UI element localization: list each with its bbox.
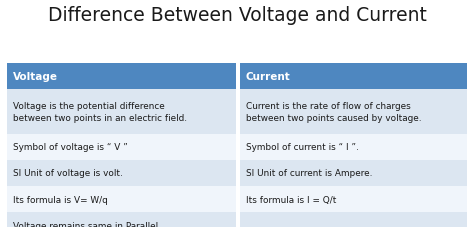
Text: Difference Between Voltage and Current: Difference Between Voltage and Current bbox=[47, 6, 427, 25]
Text: Current: Current bbox=[246, 72, 290, 81]
Text: Symbol of current is “ I ”.: Symbol of current is “ I ”. bbox=[246, 143, 358, 151]
Bar bbox=[7, 90, 236, 134]
Bar bbox=[240, 64, 467, 90]
Bar bbox=[240, 90, 467, 134]
Text: SI Unit of current is Ampere.: SI Unit of current is Ampere. bbox=[246, 169, 372, 178]
Bar bbox=[240, 186, 467, 212]
Bar bbox=[7, 160, 236, 186]
Text: Its formula is I = Q/t: Its formula is I = Q/t bbox=[246, 195, 336, 204]
Text: Symbol of voltage is “ V ”: Symbol of voltage is “ V ” bbox=[13, 143, 128, 151]
Text: SI Unit of voltage is volt.: SI Unit of voltage is volt. bbox=[13, 169, 123, 178]
Text: Voltage: Voltage bbox=[13, 72, 58, 81]
Bar bbox=[7, 186, 236, 212]
Text: Current is the rate of flow of charges
between two points caused by voltage.: Current is the rate of flow of charges b… bbox=[246, 102, 421, 122]
Bar bbox=[7, 134, 236, 160]
Text: Its formula is V= W/q: Its formula is V= W/q bbox=[13, 195, 108, 204]
Text: Voltage remains same in Parallel
combination.: Voltage remains same in Parallel combina… bbox=[13, 221, 158, 227]
Bar bbox=[7, 64, 236, 90]
Bar bbox=[240, 160, 467, 186]
Bar bbox=[240, 134, 467, 160]
Bar bbox=[240, 212, 467, 227]
Bar bbox=[7, 212, 236, 227]
Text: Voltage is the potential difference
between two points in an electric field.: Voltage is the potential difference betw… bbox=[13, 102, 187, 122]
